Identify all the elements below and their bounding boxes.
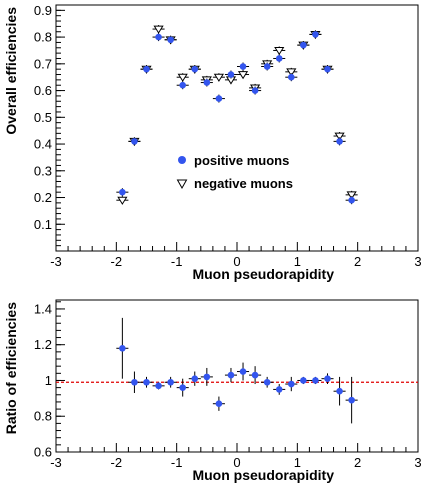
negative-muons-point — [334, 132, 345, 141]
legend-label-positive-muons: positive muons — [194, 153, 289, 168]
ratio-point — [336, 387, 343, 395]
efficiency-y-tick-label: 0.7 — [34, 56, 52, 71]
negative-muons-point — [117, 196, 128, 205]
ratio-point — [179, 384, 186, 391]
negative-muons-point — [286, 68, 297, 77]
legend-marker-positive-muons — [178, 156, 186, 164]
ratio-x-tick-label: -3 — [50, 455, 62, 470]
negative-muons-point — [237, 71, 249, 80]
ratio-point — [227, 371, 235, 379]
efficiency-x-tick-label: -2 — [111, 254, 123, 269]
ratio-point — [119, 344, 126, 352]
ratio-y-tick-label: 0.6 — [34, 445, 52, 460]
ratio-point — [167, 378, 174, 386]
efficiency-x-tick-label: -3 — [50, 254, 62, 269]
ratio-x-tick-label: -2 — [111, 455, 123, 470]
positive-muons-point — [312, 31, 319, 38]
negative-muons-point — [346, 191, 357, 200]
positive-muons-point — [275, 55, 283, 62]
legend-marker-negative-muons — [176, 179, 188, 190]
efficiency-x-tick-label: -1 — [171, 254, 183, 269]
ratio-plot-x-axis-title: Muon pseudorapidity — [192, 467, 334, 483]
efficiency-y-tick-label: 0.1 — [34, 217, 52, 232]
efficiency-y-tick-label: 0.4 — [34, 137, 52, 152]
positive-muons-point — [300, 41, 307, 49]
positive-muons-point — [167, 36, 174, 44]
legend: positive muons negative muons — [176, 153, 293, 191]
efficiency-y-tick-label: 0.9 — [34, 3, 52, 18]
positive-muons-point — [179, 81, 186, 89]
efficiency-plot-y-axis-title: Overall efficiencies — [3, 7, 19, 135]
efficiency-y-tick-label: 0.3 — [34, 163, 52, 178]
ratio-point — [312, 377, 319, 384]
ratio-x-tick-label: -1 — [171, 455, 183, 470]
ratio-point — [131, 378, 138, 386]
positive-muons-point — [288, 73, 295, 81]
positive-muons-point — [143, 65, 150, 73]
positive-muons-point — [227, 71, 235, 78]
ratio-x-tick-label: 3 — [414, 455, 421, 470]
efficiency-y-tick-label: 0.8 — [34, 30, 52, 45]
ratio-y-tick-label: 1.4 — [34, 301, 52, 316]
efficiency-x-tick-label: 1 — [294, 254, 301, 269]
positive-muons-point — [215, 95, 223, 102]
ratio-plot: -3 -2 -1 0 1 2 3 0.6 0.8 1 1.2 1.4 Muon pseudorapid… — [3, 299, 422, 483]
ratio-point — [143, 378, 150, 386]
efficiency-x-tick-label: 3 — [414, 254, 421, 269]
efficiency-plot-x-axis-title: Muon pseudorapidity — [192, 266, 334, 282]
legend-label-negative-muons: negative muons — [194, 176, 293, 191]
ratio-point — [203, 373, 211, 381]
positive-muons-point — [336, 138, 343, 145]
ratio-point — [191, 375, 199, 382]
ratio-y-tick-label: 1.2 — [34, 337, 52, 352]
efficiency-y-tick-label: 0.5 — [34, 110, 52, 125]
efficiency-x-tick-label: 2 — [354, 254, 361, 269]
positive-muons-point — [324, 65, 331, 73]
ratio-point — [324, 375, 331, 382]
ratio-point — [215, 400, 223, 408]
ratio-point — [300, 377, 307, 384]
ratio-point — [275, 386, 283, 393]
negative-muons-point — [274, 47, 285, 56]
ratio-point — [348, 396, 355, 404]
positive-muons-point — [131, 138, 138, 145]
ratio-plot-marks — [116, 317, 358, 424]
negative-muons-point — [177, 73, 188, 82]
ratio-point — [251, 371, 259, 379]
positive-muons-point — [155, 33, 162, 41]
ratio-point — [263, 378, 271, 386]
ratio-y-tick-label: 0.8 — [34, 409, 52, 424]
positive-muons-point — [203, 79, 211, 86]
ratio-point — [288, 380, 295, 388]
positive-muons-point — [191, 65, 199, 73]
negative-muons-point — [153, 25, 164, 34]
efficiency-plot-marks — [116, 25, 358, 205]
ratio-point — [239, 368, 247, 375]
ratio-x-tick-label: 1 — [294, 455, 301, 470]
ratio-point — [155, 382, 162, 390]
ratio-x-tick-label: 2 — [354, 455, 361, 470]
efficiency-plot: -3 -2 -1 0 1 2 3 0.1 0.2 0.3 0.4 0.5 0.6 0.7 0.8 0.9 po… — [3, 3, 422, 282]
positive-muons-point — [348, 196, 355, 204]
positive-muons-point — [119, 188, 126, 196]
negative-muons-point — [213, 73, 225, 82]
efficiency-y-tick-label: 0.2 — [34, 190, 52, 205]
positive-muons-point — [263, 63, 271, 70]
positive-muons-point — [251, 87, 259, 94]
ratio-plot-y-axis-title: Ratio of efficiencies — [3, 302, 19, 434]
ratio-y-tick-label: 1 — [45, 373, 52, 388]
ratio-x-tick-label: 0 — [233, 455, 240, 470]
efficiency-plot-ticks: -3 -2 -1 0 1 2 3 0.1 0.2 0.3 0.4 0.5 0.6 0.7 0.8 0.9 — [34, 3, 422, 269]
ratio-plot-ticks: -3 -2 -1 0 1 2 3 0.6 0.8 1 1.2 1.4 — [34, 301, 422, 470]
efficiency-y-tick-label: 0.6 — [34, 83, 52, 98]
efficiency-x-tick-label: 0 — [233, 254, 240, 269]
positive-muons-point — [239, 63, 247, 70]
